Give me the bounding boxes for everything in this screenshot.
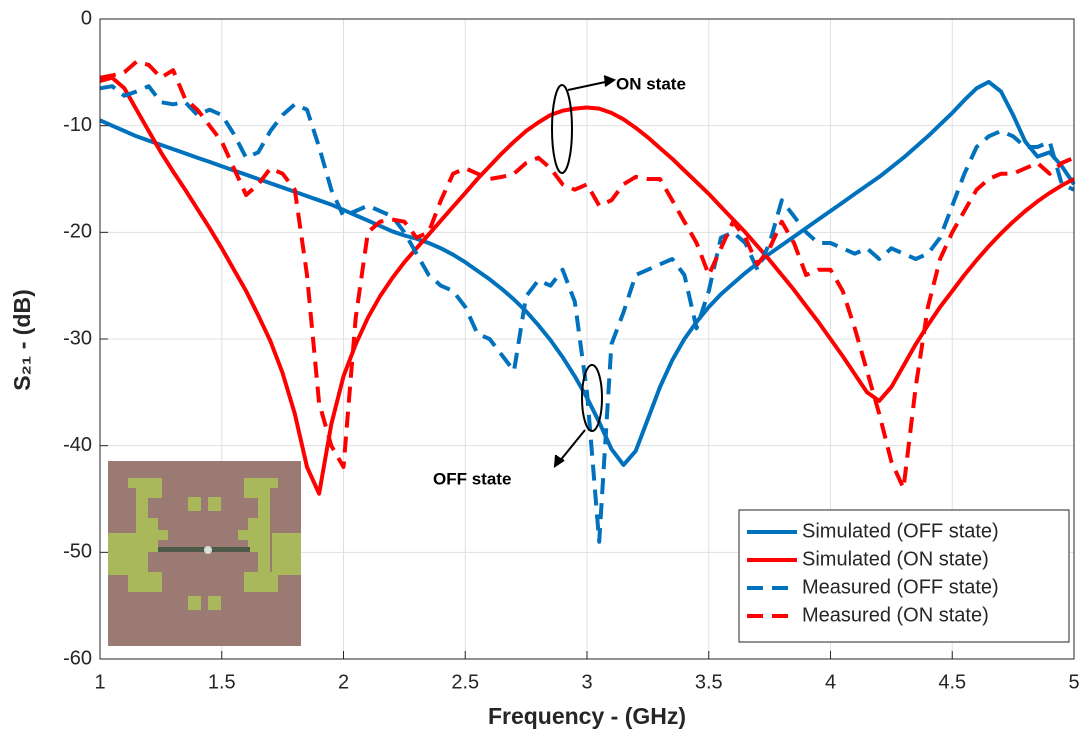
- y-tick-label: -60: [63, 647, 92, 669]
- x-tick-label: 1: [94, 671, 105, 693]
- inset-photo: [108, 461, 301, 646]
- x-tick-label: 3.5: [695, 671, 723, 693]
- x-axis-label: Frequency - (GHz): [488, 703, 686, 729]
- legend-label: Simulated (OFF state): [802, 520, 999, 542]
- lines: [99, 59, 1076, 544]
- x-tick-label: 4.5: [938, 671, 966, 693]
- legend-box: [738, 509, 1070, 643]
- x-tick-label: 1.5: [208, 671, 236, 693]
- annotation: OFF state: [433, 469, 511, 488]
- x-tick-label: 2.5: [451, 671, 479, 693]
- y-tick-label: -20: [63, 221, 92, 243]
- y-tick-label: -50: [63, 541, 92, 563]
- legend: Simulated (OFF state) Simulated (ON state…: [738, 509, 1070, 643]
- y-tick-label: -30: [63, 327, 92, 349]
- x-tick-label: 3: [581, 671, 592, 693]
- series-line: [99, 75, 1075, 496]
- legend-label: Measured (OFF state): [802, 576, 999, 598]
- annotation: ON state: [616, 74, 686, 93]
- y-tick-label: 0: [81, 7, 92, 29]
- legend-label: Measured (ON state): [802, 604, 989, 626]
- x-tick-label: 5: [1068, 671, 1079, 693]
- y-tick-label: -40: [63, 434, 92, 456]
- y-axis-label: S₂₁ - (dB): [9, 289, 35, 391]
- y-tick-label: -10: [63, 114, 92, 136]
- annotation-marks: [551, 75, 617, 468]
- series-line: [99, 84, 1075, 544]
- x-tick-label: 2: [338, 671, 349, 693]
- legend-label: Simulated (ON state): [802, 548, 989, 570]
- x-tick-label: 4: [825, 671, 836, 693]
- series-line: [99, 59, 1075, 491]
